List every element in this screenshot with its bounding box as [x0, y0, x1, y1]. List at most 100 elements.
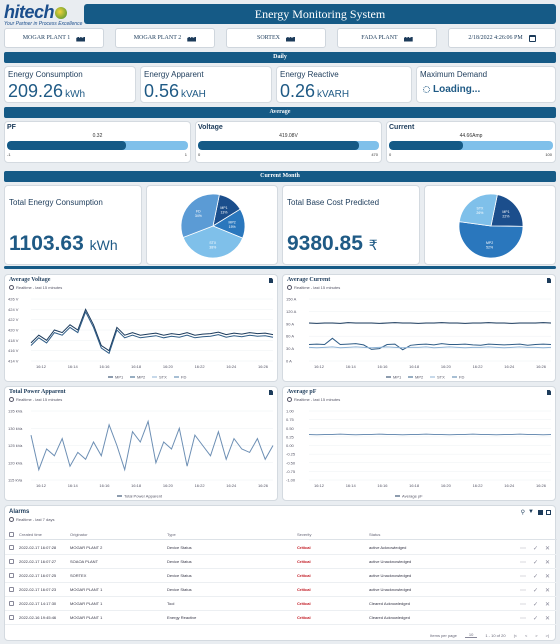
acknowledge-icon[interactable]: ✓ [533, 574, 539, 580]
datetime-picker[interactable]: 2/18/2022 4:26:06 PM [448, 28, 556, 48]
column-header[interactable]: Created time [19, 532, 42, 537]
pie-slice-label: STX [476, 206, 483, 210]
y-tick-label: 422 V [8, 317, 19, 322]
next-page-icon[interactable]: > [535, 632, 538, 638]
row-checkbox[interactable] [9, 601, 14, 606]
alarm-status: active Unacknowledged [369, 573, 412, 578]
alarm-status: active Unacknowledged [369, 587, 412, 592]
total-power-apparent-chart-card: Total Power Apparent Realtime - last 15 … [4, 386, 278, 501]
select-all-checkbox[interactable] [9, 532, 14, 537]
calendar-icon [528, 34, 536, 42]
plant-button-mogar-2[interactable]: MOGAR PLANT 2 [115, 28, 215, 48]
gauge-max: 100 [545, 152, 552, 157]
last-page-icon[interactable]: >| [545, 632, 549, 638]
x-tick-label: 16:24 [226, 364, 237, 369]
clock-icon [9, 285, 14, 290]
gauge-track [7, 141, 188, 150]
alarm-originator: SOAOA PLANT [70, 559, 99, 564]
row-checkbox[interactable] [9, 587, 14, 592]
kpi-energy-apparent: Energy Apparent 0.56 kVAH [140, 66, 272, 103]
alarm-status: Cleared Acknowledged [369, 615, 410, 620]
pie-slice-percent: 15% [229, 225, 236, 229]
gauge-fill [198, 141, 360, 150]
logo-globe-icon [55, 7, 68, 20]
table-row[interactable]: 2022-02-17 16:07:27 SOAOA PLANT Device Sta… [5, 555, 557, 569]
x-tick-label: 16:26 [258, 483, 269, 488]
alarms-title: Alarms [9, 509, 30, 515]
filter-icon[interactable]: ▼ [528, 509, 534, 515]
clear-icon[interactable]: ✕ [545, 574, 551, 580]
pie-slice-label: MP1 [220, 206, 227, 210]
column-header[interactable]: Status [369, 532, 381, 537]
y-tick-label: 135 kVa [8, 409, 23, 414]
x-tick-label: 16:12 [36, 364, 47, 369]
x-tick-label: 16:26 [536, 364, 547, 369]
table-row[interactable]: 2022-02-17 14:17:30 MOGAR PLANT 1 Tool Crit… [5, 597, 557, 611]
items-per-page-label: Items per page [430, 632, 457, 638]
more-icon[interactable]: ⋯ [520, 560, 526, 566]
row-checkbox[interactable] [9, 545, 14, 550]
row-checkbox[interactable] [9, 615, 14, 620]
download-icon[interactable] [269, 390, 273, 395]
gauge-value: 0.32 [92, 133, 103, 139]
more-icon[interactable]: ⋯ [520, 588, 526, 594]
series-line-mp2 [308, 337, 552, 351]
acknowledge-icon[interactable]: ✓ [533, 616, 539, 622]
acknowledge-icon[interactable]: ✓ [533, 546, 539, 552]
plant-button-fada[interactable]: FADA PLANT [337, 28, 437, 48]
y-tick-label: 0.50 [286, 426, 295, 431]
more-icon[interactable]: ⋯ [520, 616, 526, 622]
table-row[interactable]: 2022-02-16 19:45:46 MOGAR PLANT 1 Energy R… [5, 611, 557, 625]
gauge-fill [389, 141, 463, 150]
x-tick-label: 16:18 [131, 483, 142, 488]
y-tick-label: 414 V [8, 359, 19, 364]
average-pf-chart-card: Average pF Realtime - last 15 minutes 1.… [282, 386, 556, 501]
acknowledge-icon[interactable]: ✓ [533, 588, 539, 594]
section-average: Average [4, 107, 556, 118]
datetime-value: 2/18/2022 4:26:06 PM [468, 35, 523, 41]
more-icon[interactable]: ⋯ [520, 574, 526, 580]
acknowledge-icon[interactable]: ✓ [533, 560, 539, 566]
y-tick-label: 0.75 [286, 417, 295, 422]
alarm-severity: Critical [297, 545, 311, 550]
alarm-time: 2022-02-17 16:07:27 [19, 559, 57, 564]
x-tick-label: 16:16 [377, 364, 388, 369]
column-header[interactable]: Severity [297, 532, 312, 537]
more-icon[interactable]: ⋯ [520, 546, 526, 552]
download-icon[interactable] [538, 510, 543, 515]
average-pf-line-chart: 1.00 0.75 0.50 0.25 0.00 -0.25 -0.50 -0.75 -1.00… [286, 409, 552, 499]
x-tick-label: 16:24 [504, 483, 515, 488]
clear-icon[interactable]: ✕ [545, 616, 551, 622]
plant-button-mogar-1[interactable]: MOGAR PLANT 1 [4, 28, 104, 48]
x-tick-label: 16:12 [314, 364, 325, 369]
row-checkbox[interactable] [9, 559, 14, 564]
table-row[interactable]: 2022-02-17 16:07:23 MOGAR PLANT 1 Device S… [5, 583, 557, 597]
pie-slice-percent: 26% [476, 211, 483, 215]
x-tick-label: 16:20 [441, 483, 452, 488]
download-icon[interactable] [547, 278, 551, 283]
y-tick-label: 60 A [286, 334, 294, 339]
row-checkbox[interactable] [9, 573, 14, 578]
prev-page-icon[interactable]: < [524, 632, 528, 638]
download-icon[interactable] [269, 278, 273, 283]
y-tick-label: -0.50 [286, 460, 296, 465]
table-row[interactable]: 2022-02-17 16:07:28 MOGAR PLANT 2 Device S… [5, 541, 557, 555]
clear-icon[interactable]: ✕ [545, 546, 551, 552]
column-header[interactable]: Type [167, 532, 176, 537]
download-icon[interactable] [547, 390, 551, 395]
x-tick-label: 16:24 [226, 483, 237, 488]
clear-icon[interactable]: ✕ [545, 560, 551, 566]
clear-icon[interactable]: ✕ [545, 602, 551, 608]
first-page-icon[interactable]: |< [513, 632, 517, 638]
acknowledge-icon[interactable]: ✓ [533, 602, 539, 608]
clear-icon[interactable]: ✕ [545, 588, 551, 594]
table-row[interactable]: 2022-02-17 16:07:25 SORTEX Device Status Cr… [5, 569, 557, 583]
pie-slice [182, 225, 244, 259]
more-icon[interactable]: ⋯ [520, 602, 526, 608]
kpi-label: Energy Apparent [144, 70, 204, 79]
column-header[interactable]: Originator [70, 532, 88, 537]
plant-button-sortex[interactable]: SORTEX [226, 28, 326, 48]
items-per-page-select[interactable]: 10 [464, 632, 478, 638]
fullscreen-icon[interactable] [546, 510, 551, 515]
search-icon[interactable]: ⚲ [520, 510, 525, 516]
